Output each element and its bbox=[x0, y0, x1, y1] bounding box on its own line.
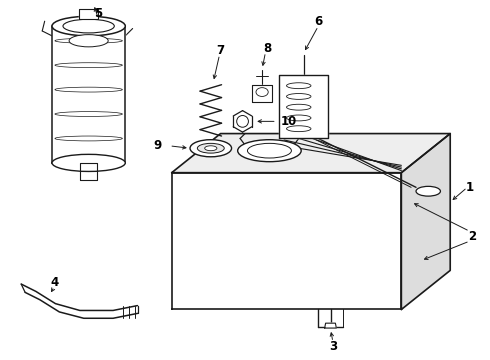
Ellipse shape bbox=[416, 186, 441, 196]
Text: 6: 6 bbox=[314, 15, 322, 28]
Text: 7: 7 bbox=[217, 44, 224, 57]
Ellipse shape bbox=[69, 35, 108, 47]
Ellipse shape bbox=[197, 143, 224, 153]
Polygon shape bbox=[252, 85, 272, 102]
Polygon shape bbox=[52, 26, 125, 163]
Ellipse shape bbox=[52, 154, 125, 171]
Polygon shape bbox=[325, 323, 336, 328]
Text: 8: 8 bbox=[263, 41, 271, 55]
Text: 3: 3 bbox=[329, 339, 337, 353]
Polygon shape bbox=[401, 134, 450, 310]
Text: 10: 10 bbox=[281, 115, 297, 128]
Polygon shape bbox=[172, 134, 450, 173]
Ellipse shape bbox=[190, 140, 232, 157]
Text: 5: 5 bbox=[94, 7, 102, 21]
Ellipse shape bbox=[52, 16, 125, 36]
Text: 1: 1 bbox=[466, 181, 474, 194]
Polygon shape bbox=[172, 173, 401, 310]
Text: 2: 2 bbox=[468, 230, 476, 243]
Polygon shape bbox=[79, 9, 98, 19]
Text: 4: 4 bbox=[50, 276, 59, 289]
Ellipse shape bbox=[205, 146, 217, 151]
Polygon shape bbox=[279, 75, 328, 139]
Polygon shape bbox=[80, 163, 98, 180]
Ellipse shape bbox=[238, 140, 301, 162]
Text: 9: 9 bbox=[153, 139, 161, 152]
